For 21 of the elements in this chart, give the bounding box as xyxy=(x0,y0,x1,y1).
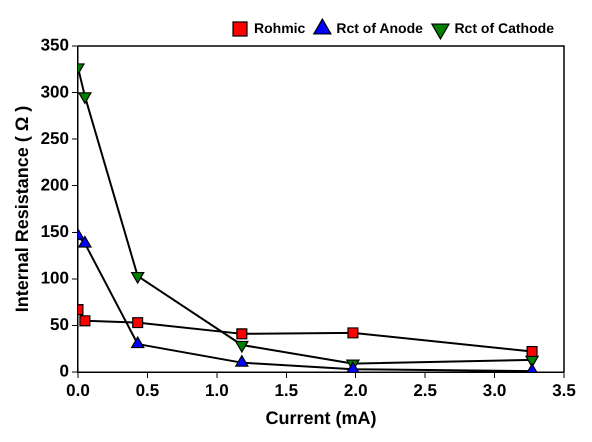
x-axis-title: Current (mA) xyxy=(265,408,376,428)
x-tick-label: 1.0 xyxy=(205,380,229,400)
y-tick-label: 350 xyxy=(40,36,69,55)
y-tick-label: 100 xyxy=(40,268,69,288)
x-tick-label: 0.0 xyxy=(66,380,90,400)
y-tick-label: 250 xyxy=(40,128,69,148)
x-tick-label: 0.5 xyxy=(136,380,160,400)
y-tick-label: 50 xyxy=(50,315,69,334)
x-tick-label: 2.5 xyxy=(413,380,437,400)
legend-label: Rohmic xyxy=(254,20,306,36)
x-tick-label: 2.0 xyxy=(344,380,368,400)
x-tick-label: 3.5 xyxy=(552,380,576,400)
y-tick-label: 0 xyxy=(59,362,69,381)
y-axis-title: Internal Resistance ( Ω ) xyxy=(12,106,32,312)
x-tick-label: 3.0 xyxy=(482,380,506,400)
legend-label: Rct of Anode xyxy=(336,20,424,36)
y-tick-label: 300 xyxy=(40,82,69,102)
y-tick-label: 200 xyxy=(40,175,69,194)
x-tick-label: 1.5 xyxy=(274,380,298,400)
legend-label: Rct of Cathode xyxy=(454,20,554,36)
y-tick-label: 150 xyxy=(40,222,69,241)
